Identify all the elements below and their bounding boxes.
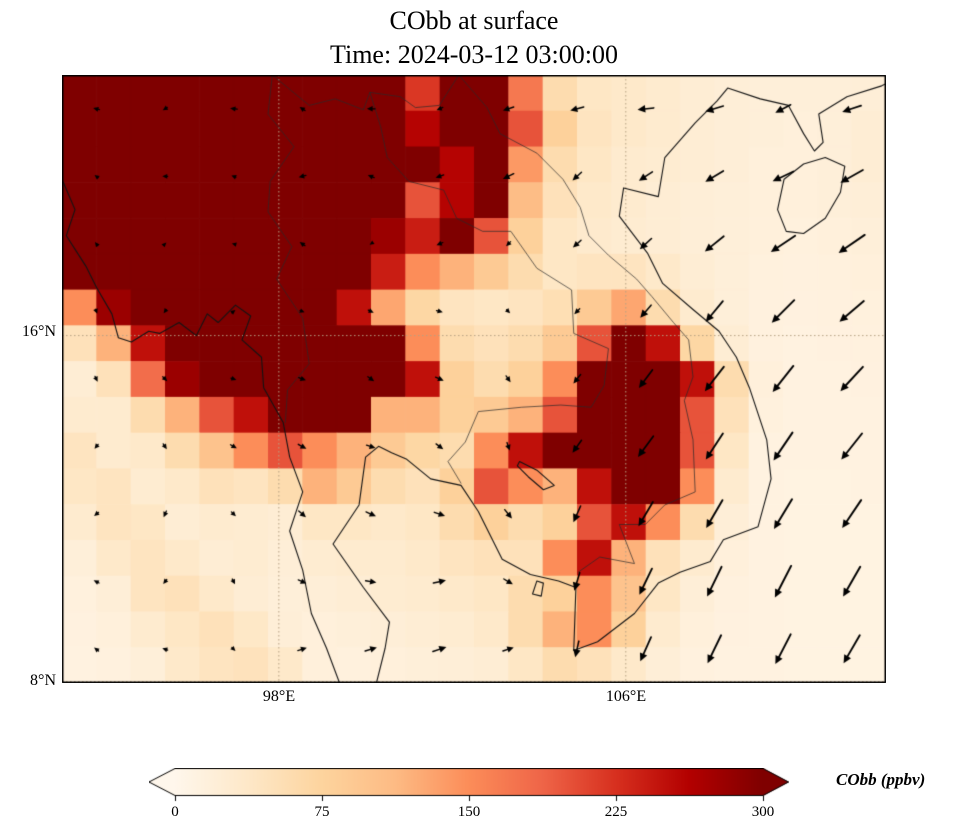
x-tick-label-98e: 98°E <box>262 688 296 705</box>
colorbar-tick-0: 0 <box>171 804 179 820</box>
map-canvas <box>62 75 886 683</box>
colorbar-tick-225: 225 <box>604 804 628 820</box>
chart-subtitle: Time: 2024-03-12 03:00:00 <box>330 40 618 69</box>
colorbar-tick-300: 300 <box>751 804 775 820</box>
colorbar-tick-150: 150 <box>457 804 481 820</box>
map-panel <box>62 75 886 683</box>
colorbar-label: CObb (ppbv) <box>836 770 926 789</box>
y-tick-label-8n: 8°N <box>30 672 56 689</box>
chart-title: CObb at surface <box>389 6 559 35</box>
colorbar <box>149 768 789 802</box>
colorbar-tick-75: 75 <box>314 804 330 820</box>
y-tick-label-16n: 16°N <box>22 323 56 340</box>
x-tick-label-106e: 106°E <box>605 688 647 705</box>
